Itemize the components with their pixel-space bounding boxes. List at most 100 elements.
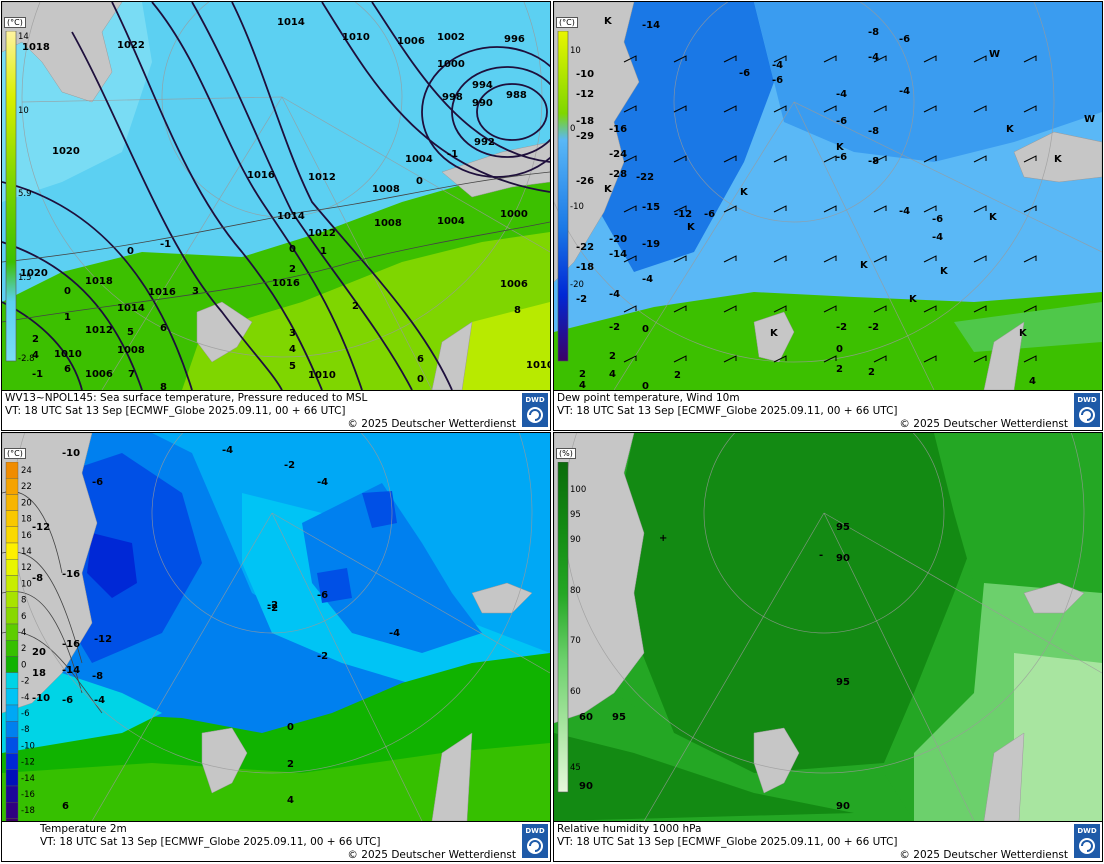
pressure-label: 1010 [308, 370, 336, 381]
legend-tick: -12 [21, 758, 35, 768]
legend-tick: -10 [570, 202, 584, 212]
caption-title: WV13~NPOL145: Sea surface temperature, P… [5, 392, 368, 404]
dwd-logo: DWD [522, 824, 548, 858]
legend-swatch [5, 721, 19, 738]
dewpoint-label: -2 [576, 294, 587, 305]
caption-t2m: Temperature 2m VT: 18 UTC Sat 13 Sep [EC… [2, 821, 550, 861]
wind-marker: W [989, 49, 1000, 60]
legend-unit: (°C) [4, 17, 26, 28]
legend-swatch [5, 769, 19, 787]
legend-t2m: (°C) 24 22 20 18 16 14 12 10 8 6 4 2 0 -2 -4 -6 -8 -10 -12… [4, 441, 48, 821]
pressure-label: 1006 [85, 369, 113, 380]
dewpoint-label: 4 [1029, 376, 1036, 387]
t2m-label: 4 [287, 795, 294, 806]
legend-tick: 8 [21, 596, 26, 606]
pressure-label: 1008 [117, 345, 145, 356]
t2m-label: -16 [62, 569, 80, 580]
dewpoint-label: -22 [576, 242, 594, 253]
legend-swatch [5, 818, 19, 821]
temp-label: 6 [417, 354, 424, 365]
wind-marker: K [1054, 154, 1063, 165]
legend-tick: -18 [21, 806, 35, 816]
dewpoint-label: -8 [868, 126, 879, 137]
dewpoint-label: 4 [579, 380, 586, 390]
t2m-label: -12 [32, 522, 50, 533]
dewpoint-label: -4 [609, 289, 620, 300]
legend-tick: 12 [21, 563, 32, 573]
wind-marker: K [836, 142, 845, 153]
temp-label: 0 [64, 286, 71, 297]
map-rh: 95 90 95 60 95 90 90 - + (%) [554, 433, 1102, 821]
legend-swatch [5, 656, 19, 673]
dewpoint-label: -14 [609, 249, 627, 260]
caption-rh: Relative humidity 1000 hPa VT: 18 UTC Sa… [554, 821, 1102, 861]
svg-text:DWD: DWD [525, 396, 545, 404]
legend-tick: -2.8 [18, 354, 35, 364]
pressure-label: 1018 [22, 42, 50, 53]
pressure-label: 1012 [85, 325, 113, 336]
pressure-label: 1006 [397, 36, 425, 47]
t2m-label: -2 [317, 651, 328, 662]
t2m-label: 18 [32, 668, 46, 679]
wind-marker: K [989, 212, 998, 223]
pressure-label: 994 [472, 80, 493, 91]
t2m-label: -10 [32, 693, 50, 704]
wind-marker: K [604, 184, 613, 195]
pressure-label: 1010 [526, 360, 550, 371]
legend-swatch [5, 526, 19, 544]
dwd-logo: DWD [1074, 824, 1100, 858]
dewpoint-label: -18 [576, 262, 594, 273]
dewpoint-label: 2 [836, 364, 843, 375]
temp-label: 2 [352, 301, 359, 312]
wind-marker: K [1019, 328, 1028, 339]
pressure-label: 996 [504, 34, 525, 45]
legend-tick: 24 [21, 466, 32, 476]
dewpoint-label: -6 [836, 152, 847, 163]
dewpoint-label: -6 [836, 116, 847, 127]
legend-tick: 5.9 [18, 189, 32, 199]
map-sst: 1014 1022 1018 1010 1006 1002 996 1000 9… [2, 2, 550, 390]
legend-rh: (%) 100 95 9 [556, 441, 596, 802]
svg-text:DWD: DWD [525, 827, 545, 835]
dewpoint-label: -20 [609, 234, 627, 245]
wind-marker: K [1006, 124, 1015, 135]
svg-text:DWD: DWD [1077, 396, 1097, 404]
legend-tick: -20 [570, 280, 584, 290]
dewpoint-label: -4 [836, 89, 847, 100]
dewpoint-label: -6 [932, 214, 943, 225]
caption-valid-time: VT: 18 UTC Sat 13 Sep [ECMWF_Globe 2025.… [557, 836, 898, 848]
temp-label: 5 [127, 327, 134, 338]
legend-tick: -2 [21, 677, 29, 687]
rh-label: 60 [579, 712, 593, 723]
legend-tick: 16 [21, 531, 32, 541]
legend-tick: -16 [21, 790, 35, 800]
temp-label: 7 [128, 369, 135, 380]
temp-label: -1 [160, 239, 171, 250]
pressure-label: 1014 [277, 17, 305, 28]
legend-tick: -4 [21, 693, 29, 703]
legend-tick: 6 [21, 612, 26, 622]
dewpoint-label: -2 [836, 322, 847, 333]
t2m-label: 20 [32, 647, 46, 658]
dewpoint-label: 0 [642, 381, 649, 390]
pressure-label: 1020 [20, 268, 48, 279]
legend-swatch [5, 462, 19, 479]
pressure-label: 1016 [272, 278, 300, 289]
legend-swatch [5, 802, 19, 819]
temp-label: 0 [416, 176, 423, 187]
caption-title: Temperature 2m [40, 823, 127, 835]
temp-label: -1 [32, 369, 43, 380]
caption-copyright: © 2025 Deutscher Wetterdienst [347, 418, 516, 430]
pressure-label: 988 [506, 90, 527, 101]
legend-unit: (°C) [4, 448, 26, 459]
legend-tick: 4 [21, 628, 26, 638]
dewpoint-label: -2 [609, 322, 620, 333]
temp-label: 8 [514, 305, 521, 316]
pressure-label: 1012 [308, 172, 336, 183]
pressure-label: 1014 [277, 211, 305, 222]
temp-label: 2 [32, 334, 39, 345]
dewpoint-label: -29 [576, 131, 594, 142]
t2m-label: 6 [62, 801, 69, 812]
t2m-label: -16 [62, 639, 80, 650]
dwd-logo: DWD [522, 393, 548, 427]
